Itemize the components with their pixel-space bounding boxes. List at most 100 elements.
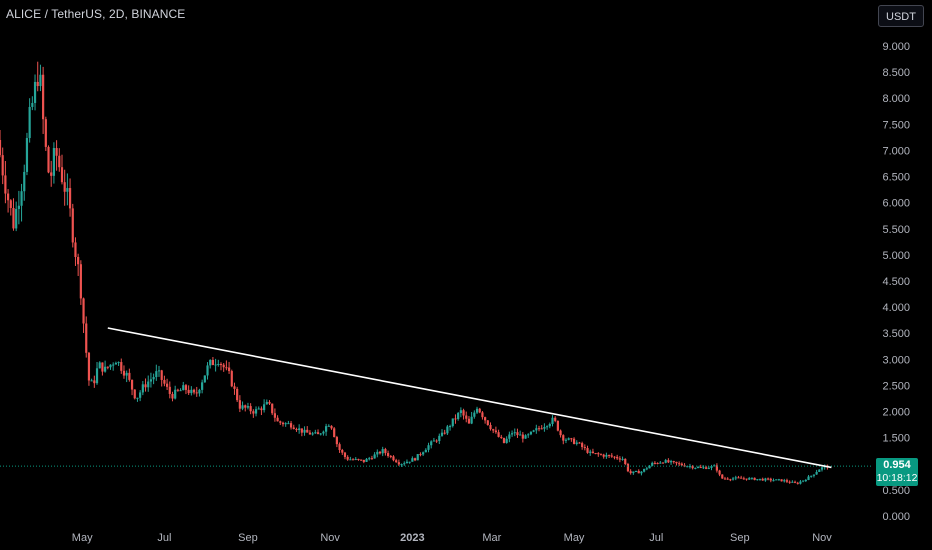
x-tick-label: May: [564, 532, 585, 544]
candle-body: [537, 428, 541, 430]
candle-body: [279, 421, 282, 423]
candle-body: [392, 456, 395, 461]
candle-body: [634, 471, 638, 473]
candle-body: [562, 435, 565, 441]
candle-body: [246, 406, 250, 408]
candle-body: [756, 479, 759, 481]
candle-body: [599, 454, 603, 456]
candle-body: [265, 401, 268, 405]
x-tick-label: Nov: [812, 532, 832, 544]
candle-body: [775, 479, 778, 481]
candle-body: [300, 428, 303, 433]
candle-body: [155, 371, 158, 378]
candle-body: [621, 458, 624, 460]
time-axis[interactable]: May Jul Sep Nov 2023 Mar May Jul Sep Nov: [72, 532, 832, 544]
candle-body: [548, 423, 551, 427]
candle-body: [462, 410, 465, 416]
candle-body: [602, 454, 605, 457]
candle-body: [160, 370, 163, 380]
candle-body: [325, 426, 328, 432]
candle-body: [750, 477, 754, 479]
candle-body: [122, 370, 126, 376]
candle-body: [718, 470, 721, 475]
candle-body: [793, 481, 797, 483]
candle-body: [446, 426, 449, 434]
candle-body: [174, 389, 177, 399]
candle-body: [653, 462, 657, 464]
candle-body: [799, 481, 802, 484]
candle-body: [405, 461, 409, 464]
candle-body: [292, 427, 295, 429]
candle-body: [244, 405, 247, 408]
candle-body: [66, 188, 69, 192]
x-tick-label: Jul: [157, 532, 171, 544]
candle-body: [389, 456, 392, 458]
candle-body: [527, 434, 530, 436]
candle-body: [71, 208, 74, 243]
candle-body: [659, 462, 662, 464]
candle-body: [521, 434, 524, 439]
candle-body: [403, 463, 406, 465]
candle-body: [594, 453, 597, 455]
candle-body: [500, 436, 503, 438]
candle-body: [731, 478, 735, 480]
y-tick-label: 4.000: [882, 302, 910, 314]
candle-body: [616, 456, 619, 459]
x-tick-label: Jul: [649, 532, 663, 544]
candle-body: [60, 167, 64, 183]
candle-body: [333, 428, 336, 438]
y-tick-label: 5.500: [882, 224, 910, 236]
candle-body: [554, 417, 557, 421]
trendline[interactable]: [107, 327, 832, 469]
candle-body: [769, 478, 772, 481]
candle-body: [699, 467, 702, 469]
y-tick-label: 5.000: [882, 250, 910, 262]
candle-body: [362, 459, 365, 462]
candle-body: [206, 365, 209, 376]
candle-body: [820, 467, 824, 470]
candle-body: [295, 428, 298, 431]
candle-body: [424, 449, 427, 453]
candle-body: [669, 461, 673, 463]
candle-body: [427, 445, 430, 450]
currency-button[interactable]: USDT: [878, 5, 924, 27]
candle-body: [9, 200, 12, 208]
candle-body: [785, 480, 789, 482]
candle-body: [357, 458, 360, 460]
y-tick-label: 9.000: [882, 41, 910, 53]
x-tick-label: Nov: [320, 532, 340, 544]
candle-body: [273, 413, 276, 418]
candle-body: [351, 459, 355, 461]
y-tick-label: 8.500: [882, 67, 910, 79]
candle-body: [661, 462, 665, 464]
candle-body: [516, 432, 519, 436]
candle-body: [742, 478, 745, 480]
candle-body: [597, 453, 600, 455]
candle-body: [20, 191, 23, 206]
candle-body: [559, 430, 562, 436]
candle-body: [23, 171, 26, 192]
candle-body: [726, 478, 729, 480]
y-tick-label: 7.000: [882, 145, 910, 157]
candle-body: [766, 478, 770, 480]
candle-body: [252, 411, 255, 414]
candle-body: [729, 479, 732, 481]
candle-body: [411, 458, 414, 462]
candle-body: [535, 428, 538, 431]
candle-body: [513, 432, 516, 434]
candle-body: [812, 474, 816, 476]
candle-body: [440, 432, 444, 436]
candle-body: [6, 193, 10, 201]
candle-body: [58, 155, 61, 168]
candle-body: [289, 423, 293, 428]
candle-body: [734, 477, 737, 479]
candle-body: [529, 431, 533, 435]
candle-body: [780, 479, 783, 482]
candle-body: [298, 428, 301, 431]
candle-body: [203, 375, 206, 383]
candle-body: [667, 460, 670, 463]
x-tick-label: Sep: [238, 532, 258, 544]
candle-body: [209, 359, 212, 366]
price-axis[interactable]: 9.000 8.500 8.000 7.500 7.000 6.500 6.000 5.500…: [882, 41, 910, 523]
